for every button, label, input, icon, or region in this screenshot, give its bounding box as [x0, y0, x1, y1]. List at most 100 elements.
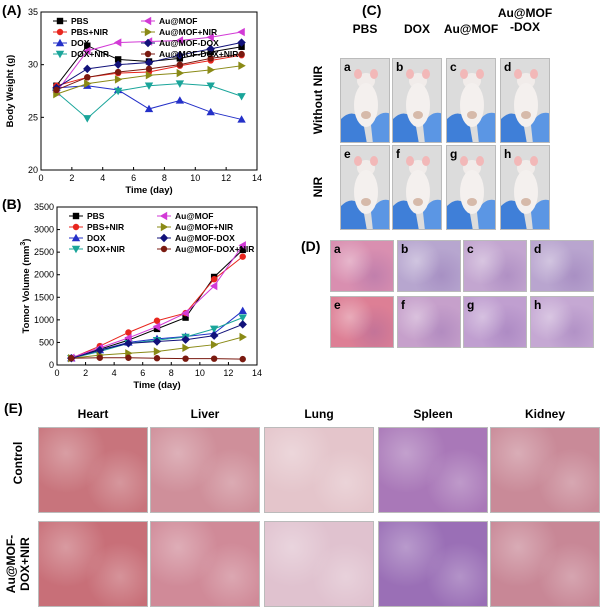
photo-letter: d: [504, 60, 512, 74]
y-tick-label: 2000: [34, 270, 54, 280]
photo-col-header: DOX: [403, 22, 430, 36]
data-point: [182, 343, 190, 353]
histology-letter: b: [401, 242, 409, 256]
data-point: [96, 354, 104, 361]
data-point: [144, 82, 154, 90]
legend-label: DOX: [87, 233, 106, 243]
x-axis-label: Time (day): [133, 380, 180, 391]
panel-label-b: (B): [2, 196, 22, 212]
data-point: [181, 308, 189, 318]
x-tick-label: 0: [54, 368, 59, 378]
x-tick-label: 8: [169, 368, 174, 378]
legend-label: Au@MOF-DOX: [159, 38, 219, 48]
data-point: [209, 325, 219, 334]
mouse-photo: h: [500, 145, 550, 230]
data-point: [176, 61, 184, 68]
legend-marker: [55, 50, 65, 59]
data-point: [113, 38, 122, 47]
data-point: [181, 335, 190, 344]
series-au-mof-dox-nir: [53, 50, 245, 94]
photo-col-header: Au@MOF -DOX: [497, 6, 553, 34]
tumor-histology-image: c: [463, 240, 527, 292]
organ-histology-image: [150, 427, 260, 513]
data-point: [238, 320, 247, 329]
data-point: [237, 115, 246, 123]
legend-label: DOX+NIR: [87, 244, 125, 254]
y-tick-label: 1000: [34, 315, 54, 325]
legend-label: PBS: [71, 16, 89, 26]
photo-letter: b: [396, 60, 404, 74]
mouse-photo: b: [392, 58, 442, 143]
data-point: [153, 355, 161, 362]
data-point: [176, 68, 185, 78]
series-au-mof-nir: [53, 61, 246, 99]
x-tick-label: 8: [162, 173, 167, 183]
data-point: [239, 355, 246, 363]
tumor-histology-image: b: [397, 240, 461, 292]
data-point: [175, 80, 185, 88]
series-au-mof-dox: [52, 38, 246, 93]
mouse-photo: a: [340, 58, 390, 143]
data-point: [153, 317, 161, 324]
mouse-photo: e: [340, 145, 390, 230]
tumor-histology-image: a: [330, 240, 394, 292]
legend-marker: [55, 38, 65, 47]
y-tick-label: 500: [39, 337, 54, 347]
legend-label: PBS: [87, 211, 105, 221]
data-point: [175, 36, 184, 45]
data-point: [144, 58, 154, 67]
data-point: [238, 306, 247, 315]
body-weight-chart: 0 2 4 6 8 10 12 14 20 25 30 35 Time (day) Body Weight…: [5, 7, 262, 196]
y-tick-label: 3500: [34, 202, 54, 212]
histology-letter: g: [467, 298, 475, 312]
tumor-histology-image: h: [530, 296, 594, 348]
photo-letter: f: [396, 147, 400, 161]
y-tick-label: 3000: [34, 225, 54, 235]
data-point: [207, 55, 214, 62]
organ-histology-image: [264, 427, 374, 513]
organ-row-label: Au@MOF- DOX+NIR: [4, 534, 32, 594]
data-point: [152, 322, 161, 331]
histology-letter: f: [401, 298, 405, 312]
data-point: [238, 314, 247, 322]
data-point: [237, 27, 245, 37]
y-tick-label: 20: [28, 165, 38, 175]
organ-histology-image: [490, 521, 600, 607]
data-point: [182, 314, 189, 321]
organ-histology-image: [490, 427, 600, 513]
mouse-photo: c: [446, 58, 496, 143]
data-point: [84, 74, 91, 81]
photo-letter: h: [504, 147, 512, 161]
data-point: [210, 340, 219, 349]
organ-histology-image: [378, 427, 488, 513]
photo-letter: a: [344, 60, 351, 74]
organ-col-header: Spleen: [413, 407, 453, 421]
legend-marker: [72, 212, 80, 220]
x-axis-label: Time (day): [125, 185, 172, 196]
organ-histology-image: [38, 521, 148, 607]
x-tick-label: 6: [131, 173, 136, 183]
data-point: [237, 93, 246, 101]
y-axis-label: Body Weight (g): [5, 55, 16, 128]
legend-label: Au@MOF-DOX+NIR: [175, 244, 254, 254]
data-point: [83, 46, 91, 56]
x-tick-label: 2: [69, 173, 74, 183]
organ-histology-image: [150, 521, 260, 607]
legend-marker: [160, 222, 169, 232]
data-point: [238, 61, 246, 70]
data-point: [113, 87, 123, 96]
data-point: [206, 44, 215, 54]
x-tick-label: 12: [221, 173, 231, 183]
data-point: [114, 56, 122, 63]
legend-label: Au@MOF-DOX: [175, 233, 235, 243]
data-point: [206, 107, 215, 116]
mouse-photo: g: [446, 145, 496, 230]
legend-label: Au@MOF: [159, 16, 198, 26]
legend-marker: [71, 233, 81, 242]
data-point: [125, 354, 132, 361]
x-tick-label: 14: [252, 173, 262, 183]
panel-label-d: (D): [301, 238, 321, 254]
photo-col-header: Au@MOF: [443, 22, 499, 36]
data-point: [68, 355, 75, 362]
data-point: [153, 347, 162, 356]
